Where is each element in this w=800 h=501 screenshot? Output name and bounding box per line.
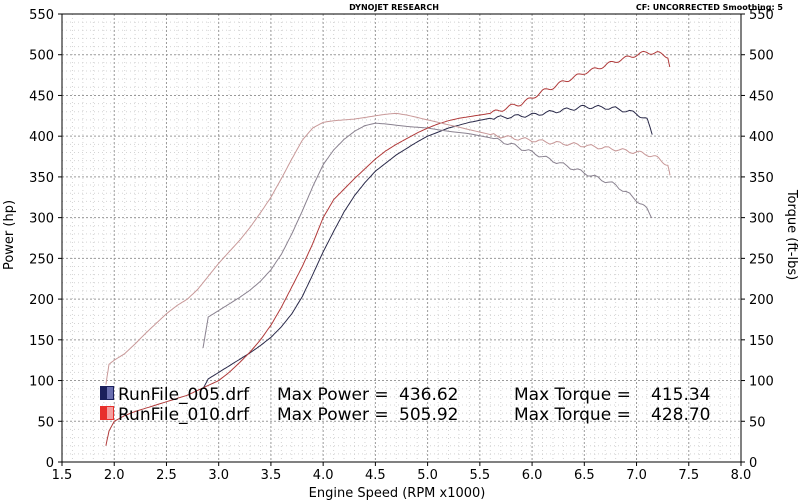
plot-frame — [61, 13, 742, 463]
x-tick: 3.5 — [261, 468, 282, 483]
y-tick-left: 300 — [29, 212, 54, 227]
legend-torque-value-0: 415.34 — [651, 385, 710, 405]
x-tick: 2.5 — [156, 468, 177, 483]
legend-swatch-1-highlight — [107, 407, 113, 419]
axis-layer: 0 0 50 50 100 100 150 150 200 200 250 250 300 300 350 3… — [29, 8, 774, 483]
y-tick-right: 100 — [749, 375, 774, 390]
y-tick-left: 100 — [29, 375, 54, 390]
y-tick-left: 0 — [46, 456, 54, 471]
y-tick-right: 0 — [749, 456, 757, 471]
x-tick: 3.0 — [208, 468, 229, 483]
legend-file-1: RunFile_010.drf — [118, 405, 250, 425]
y-tick-left: 250 — [29, 252, 54, 267]
y-tick-right: 400 — [749, 130, 774, 145]
y-tick-right: 200 — [749, 293, 774, 308]
header-right: CF: UNCORRECTED Smoothing: 5 — [636, 3, 784, 12]
y-tick-left: 50 — [37, 415, 54, 430]
x-tick: 1.5 — [52, 468, 73, 483]
legend-power-label-1: Max Power = — [277, 405, 389, 425]
y-axis-title-right: Torque (ft-lbs) — [784, 189, 799, 280]
legend-power-label-0: Max Power = — [277, 385, 389, 405]
x-axis-title: Engine Speed (RPM x1000) — [309, 486, 486, 501]
y-tick-left: 200 — [29, 293, 54, 308]
y-tick-right: 350 — [749, 171, 774, 186]
x-tick: 4.5 — [365, 468, 386, 483]
series-line-2 — [105, 50, 671, 446]
legend-swatch-0-highlight — [107, 387, 113, 399]
x-tick: 8.0 — [731, 468, 752, 483]
x-tick: 5.5 — [470, 468, 491, 483]
y-axis-title-left: Power (hp) — [2, 200, 17, 270]
legend-power-value-0: 436.62 — [399, 385, 458, 405]
y-tick-right: 250 — [749, 252, 774, 267]
series-line-1 — [202, 122, 653, 349]
legend-power-value-1: 505.92 — [399, 405, 458, 425]
y-tick-right: 300 — [749, 212, 774, 227]
y-tick-left: 500 — [29, 49, 54, 64]
y-tick-right: 150 — [749, 334, 774, 349]
y-tick-left: 550 — [29, 8, 54, 23]
legend-file-0: RunFile_005.drf — [118, 385, 250, 405]
y-tick-right: 500 — [749, 49, 774, 64]
y-tick-left: 450 — [29, 89, 54, 104]
legend-torque-label-1: Max Torque = — [514, 405, 631, 425]
x-tick: 6.5 — [574, 468, 595, 483]
x-tick: 2.0 — [104, 468, 125, 483]
y-tick-left: 400 — [29, 130, 54, 145]
x-tick: 4.0 — [313, 468, 334, 483]
header-center: DYNOJET RESEARCH — [349, 3, 439, 12]
series-layer — [105, 50, 671, 446]
y-tick-right: 450 — [749, 89, 774, 104]
y-tick-right: 550 — [749, 8, 774, 23]
legend-torque-label-0: Max Torque = — [514, 385, 631, 405]
legend: RunFile_005.drf Max Power = 436.62 Max T… — [100, 385, 710, 425]
x-tick: 5.0 — [417, 468, 438, 483]
x-tick: 7.0 — [626, 468, 647, 483]
x-tick: 7.5 — [678, 468, 699, 483]
y-tick-left: 150 — [29, 334, 54, 349]
y-tick-left: 350 — [29, 171, 54, 186]
x-tick: 6.0 — [522, 468, 543, 483]
series-line-0 — [202, 104, 653, 389]
series-line-3 — [105, 112, 671, 385]
y-tick-right: 50 — [749, 415, 766, 430]
legend-torque-value-1: 428.70 — [651, 405, 710, 425]
